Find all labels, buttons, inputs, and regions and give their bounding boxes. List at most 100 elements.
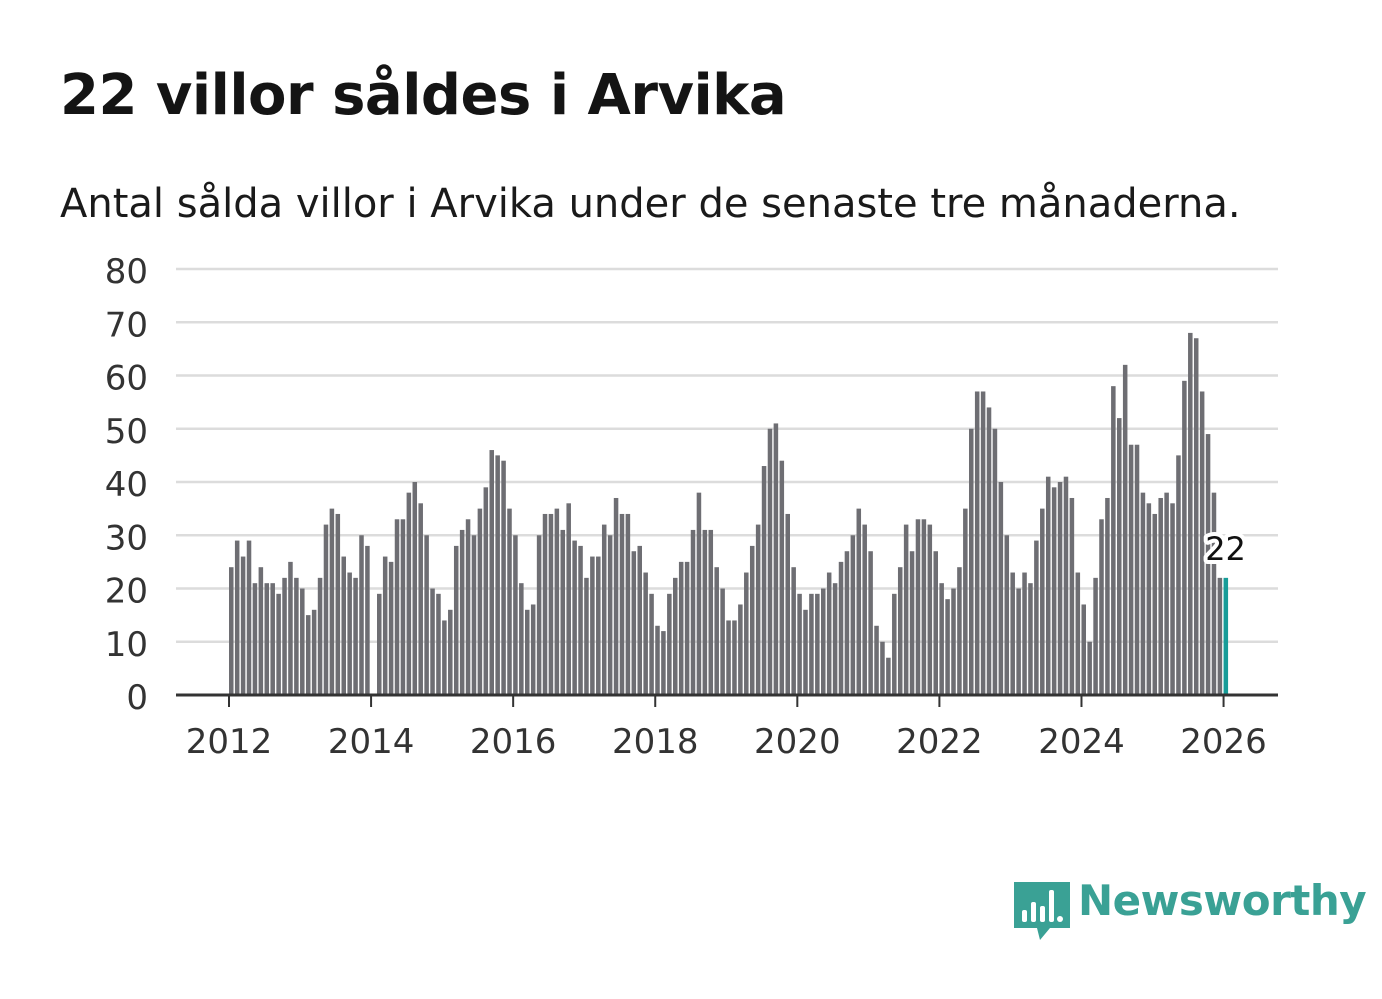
bar xyxy=(590,556,595,695)
bar xyxy=(442,620,447,695)
x-tick-label: 2016 xyxy=(470,722,557,762)
bar xyxy=(1010,572,1015,695)
bar xyxy=(998,482,1004,695)
bar xyxy=(400,519,406,695)
bar xyxy=(755,524,761,695)
bar xyxy=(613,497,619,695)
bar xyxy=(915,519,921,695)
bar xyxy=(826,572,832,695)
x-tick-label: 2020 xyxy=(754,722,841,762)
bar xyxy=(519,583,524,695)
bar xyxy=(850,535,856,695)
bar xyxy=(856,508,862,695)
bars xyxy=(229,332,1229,695)
bar xyxy=(1093,577,1098,695)
bar xyxy=(690,529,696,695)
bar xyxy=(744,572,749,695)
bar xyxy=(1045,476,1051,695)
bar xyxy=(1170,503,1175,695)
bar xyxy=(507,508,512,695)
bar xyxy=(394,519,400,695)
bar xyxy=(584,577,589,695)
bar xyxy=(1004,535,1010,695)
bar xyxy=(311,609,317,695)
bar xyxy=(980,391,986,695)
bar xyxy=(525,609,530,695)
bar xyxy=(767,428,773,695)
bar xyxy=(886,657,891,695)
bar xyxy=(933,551,938,695)
bar xyxy=(536,535,542,695)
bar xyxy=(542,513,548,695)
bar xyxy=(1152,513,1158,695)
bar xyxy=(341,556,346,695)
bar xyxy=(714,567,719,695)
bar xyxy=(874,625,879,695)
y-tick-label: 10 xyxy=(105,625,148,665)
bar xyxy=(483,487,489,695)
bar xyxy=(957,567,962,695)
brand-name: Newsworthy xyxy=(1078,876,1367,925)
bar xyxy=(246,540,252,695)
bar xyxy=(335,513,341,695)
bar xyxy=(619,513,625,695)
bar xyxy=(1193,338,1199,695)
bar xyxy=(897,567,903,695)
bar xyxy=(749,545,755,695)
bar xyxy=(1034,540,1039,695)
bar xyxy=(773,423,779,695)
bar xyxy=(791,567,796,695)
y-axis-labels: 0 10 20 30 40 50 60 70 80 xyxy=(105,252,148,718)
y-tick-label: 70 xyxy=(105,305,148,345)
bar xyxy=(726,620,731,695)
bar xyxy=(572,540,577,695)
bar xyxy=(365,545,370,695)
bar xyxy=(465,519,471,695)
bar xyxy=(903,524,909,695)
bar xyxy=(732,620,737,695)
bar xyxy=(1069,497,1075,695)
bar xyxy=(1099,519,1104,695)
bar xyxy=(264,583,270,695)
x-tick-label: 2014 xyxy=(328,722,415,762)
y-tick-label: 20 xyxy=(105,572,148,612)
bar xyxy=(353,577,358,695)
bar xyxy=(738,604,743,695)
bar xyxy=(406,492,412,695)
annotation: 22 xyxy=(1201,526,1250,572)
bar xyxy=(868,551,873,695)
bar xyxy=(678,561,684,695)
bar xyxy=(649,593,654,695)
x-tick-label: 2012 xyxy=(186,722,273,762)
x-axis: 2012 2014 2016 2018 2020 2022 2024 2026 xyxy=(176,693,1278,762)
bar xyxy=(1111,386,1116,695)
bar xyxy=(323,524,329,695)
bar xyxy=(282,577,287,695)
bar xyxy=(643,572,648,695)
bar xyxy=(382,556,388,695)
bar xyxy=(436,593,441,695)
x-tick-label: 2026 xyxy=(1180,722,1267,762)
bar xyxy=(838,561,844,695)
bar xyxy=(986,407,992,695)
bar xyxy=(1140,492,1146,695)
bar xyxy=(1087,641,1092,695)
bar xyxy=(631,551,637,695)
bar xyxy=(1028,583,1033,695)
chart-subtitle: Antal sålda villor i Arvika under de sen… xyxy=(60,181,1241,227)
bar xyxy=(1205,434,1211,695)
bar xyxy=(655,625,660,695)
bar xyxy=(288,561,293,695)
bar xyxy=(1128,444,1134,695)
bar xyxy=(530,604,536,695)
bar xyxy=(1075,572,1081,695)
bar xyxy=(702,529,708,695)
bar xyxy=(424,535,429,695)
bar xyxy=(607,535,613,695)
bar xyxy=(347,572,352,695)
bar xyxy=(974,391,980,695)
x-tick-label: 2024 xyxy=(1038,722,1125,762)
y-tick-label: 0 xyxy=(126,678,148,718)
bar xyxy=(377,593,382,695)
bar xyxy=(1158,497,1163,695)
